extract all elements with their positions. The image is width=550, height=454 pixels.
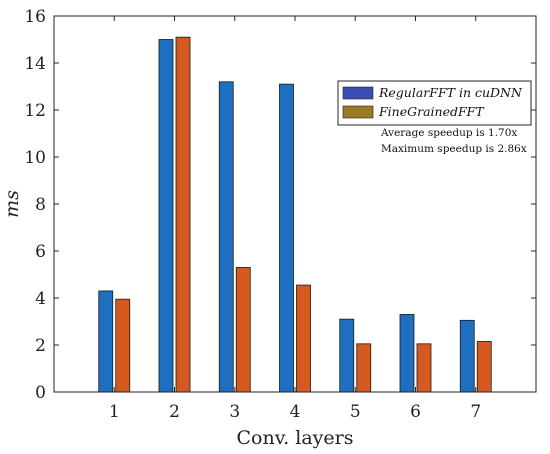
x-tick-label: 3: [229, 402, 240, 422]
y-tick-label: 14: [24, 54, 46, 74]
bar-series-1-layer-5: [356, 343, 372, 393]
y-axis: 0 2 4 6 8 10 12 14 16: [24, 7, 536, 403]
x-axis-label: Conv. layers: [237, 427, 354, 449]
x-tick-label: 5: [350, 402, 361, 422]
y-tick-label: 2: [35, 336, 46, 356]
bar-series-0-layer-3: [218, 81, 234, 393]
y-tick-label: 8: [35, 195, 46, 215]
bar-series-1-layer-2: [175, 36, 191, 393]
annotation-maximum-speedup: Maximum speedup is 2.86x: [381, 143, 527, 155]
plot-area: [53, 15, 537, 393]
bar-series-1-layer-3: [235, 267, 251, 393]
bars: [98, 36, 492, 393]
x-tick-label: 6: [410, 402, 421, 422]
bar-series-0-layer-4: [279, 83, 294, 393]
x-tick-label: 1: [109, 402, 120, 422]
y-tick-label: 6: [35, 242, 46, 262]
bar-series-1-layer-4: [296, 284, 311, 393]
y-axis-label: ms: [1, 190, 23, 218]
x-tick-label: 2: [169, 402, 180, 422]
legend-swatch-finegrainedfft: [342, 105, 374, 119]
bar-series-0-layer-6: [399, 314, 415, 393]
legend-label-finegrainedfft: FineGrainedFFT: [378, 104, 485, 119]
bar-series-1-layer-1: [115, 298, 131, 393]
annotation-average-speedup: Average speedup is 1.70x: [380, 127, 517, 139]
legend-swatch-regularfft: [342, 86, 374, 100]
bar-series-0-layer-1: [98, 290, 114, 393]
bar-series-0-layer-7: [459, 319, 475, 393]
x-tick-label: 7: [470, 402, 481, 422]
y-tick-label: 16: [24, 7, 46, 27]
legend-label-regularfft: RegularFFT in cuDNN: [378, 85, 523, 100]
x-tick-label: 4: [290, 402, 301, 422]
y-tick-label: 12: [24, 101, 46, 121]
bar-series-0-layer-2: [158, 39, 174, 393]
bar-series-0-layer-5: [339, 318, 355, 393]
y-tick-label: 0: [35, 383, 46, 403]
bar-series-1-layer-6: [416, 343, 432, 393]
bar-series-1-layer-7: [476, 341, 492, 393]
legend: RegularFFT in cuDNN FineGrainedFFT: [337, 80, 532, 126]
x-axis: 1 2 3 4 5 6 7: [109, 16, 481, 422]
y-tick-label: 10: [24, 148, 46, 168]
y-tick-label: 4: [35, 289, 46, 309]
